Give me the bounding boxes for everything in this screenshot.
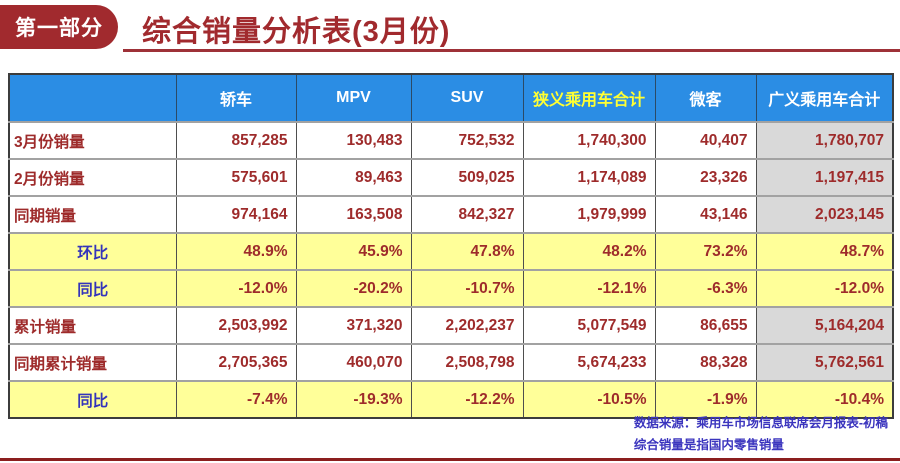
cell: -19.3% xyxy=(295,380,412,419)
header-row: 轿车 MPV SUV 狭义乘用车合计 微客 广义乘用车合计 xyxy=(8,73,894,123)
data-source-line2: 综合销量是指国内零售销量 xyxy=(633,438,784,452)
cell: 509,025 xyxy=(410,158,524,197)
row-label: 3月份销量 xyxy=(8,121,177,160)
row-label: 同比 xyxy=(8,380,177,419)
data-source-notes: 数据来源：乘用车市场信息联席会月报表-初稿 综合销量是指国内零售销量 xyxy=(634,412,888,456)
cell: 2,503,992 xyxy=(175,306,297,345)
cell: 43,146 xyxy=(654,195,757,234)
row-label: 环比 xyxy=(8,232,177,271)
cell: -20.2% xyxy=(295,269,412,308)
cell: -6.3% xyxy=(654,269,757,308)
column-header-6: 广义乘用车合计 xyxy=(755,73,894,123)
cell: 1,979,999 xyxy=(522,195,656,234)
table-row-1: 2月份销量 575,601 89,463 509,025 1,174,089 23,326… xyxy=(8,158,894,197)
column-header-3: SUV xyxy=(410,73,524,123)
cell: -12.0% xyxy=(175,269,297,308)
column-header-1: 轿车 xyxy=(175,73,297,123)
cell: 842,327 xyxy=(410,195,524,234)
cell: -10.5% xyxy=(522,380,656,419)
cell: 23,326 xyxy=(654,158,757,197)
data-source-line1: 数据来源：乘用车市场信息联席会月报表-初稿 xyxy=(633,416,888,430)
table-body: 3月份销量 857,285 130,483 752,532 1,740,300 40,40… xyxy=(8,121,894,419)
section-badge-label: 第一部分 xyxy=(15,17,103,40)
cell: 45.9% xyxy=(295,232,412,271)
cell: 1,197,415 xyxy=(755,158,894,197)
cell: 575,601 xyxy=(175,158,297,197)
cell: 2,508,798 xyxy=(410,343,524,382)
cell: 5,674,233 xyxy=(522,343,656,382)
cell: -12.0% xyxy=(755,269,894,308)
cell: 2,023,145 xyxy=(755,195,894,234)
table-header: 轿车 MPV SUV 狭义乘用车合计 微客 广义乘用车合计 xyxy=(8,73,894,123)
cell: 73.2% xyxy=(654,232,757,271)
table-row-5: 累计销量 2,503,992 371,320 2,202,237 5,077,549 86… xyxy=(8,306,894,345)
table-row-7: 同比 -7.4% -19.3% -12.2% -10.5% -1.9% -10.4% xyxy=(8,380,894,419)
page-title: 综合销量分析表(3月份) xyxy=(142,16,451,48)
table-row-4: 同比 -12.0% -20.2% -10.7% -12.1% -6.3% -12.0% xyxy=(8,269,894,308)
table-row-0: 3月份销量 857,285 130,483 752,532 1,740,300 40,40… xyxy=(8,121,894,160)
section-badge: 第一部分 xyxy=(0,5,118,49)
row-label: 2月份销量 xyxy=(8,158,177,197)
title-underline xyxy=(123,49,900,52)
cell: -10.7% xyxy=(410,269,524,308)
row-label: 累计销量 xyxy=(8,306,177,345)
cell: 857,285 xyxy=(175,121,297,160)
cell: 460,070 xyxy=(295,343,412,382)
cell: 130,483 xyxy=(295,121,412,160)
cell: 1,740,300 xyxy=(522,121,656,160)
cell: 48.7% xyxy=(755,232,894,271)
cell: 974,164 xyxy=(175,195,297,234)
cell: -1.9% xyxy=(654,380,757,419)
cell: 5,077,549 xyxy=(522,306,656,345)
cell: 5,762,561 xyxy=(755,343,894,382)
cell: 48.2% xyxy=(522,232,656,271)
column-header-4: 狭义乘用车合计 xyxy=(522,73,656,123)
cell: 47.8% xyxy=(410,232,524,271)
table-row-2: 同期销量 974,164 163,508 842,327 1,979,999 43,146… xyxy=(8,195,894,234)
cell: 1,174,089 xyxy=(522,158,656,197)
cell: -12.2% xyxy=(410,380,524,419)
cell: 40,407 xyxy=(654,121,757,160)
cell: 752,532 xyxy=(410,121,524,160)
column-header-5: 微客 xyxy=(654,73,757,123)
cell: 89,463 xyxy=(295,158,412,197)
bottom-divider xyxy=(0,458,900,461)
cell: 1,780,707 xyxy=(755,121,894,160)
cell: -12.1% xyxy=(522,269,656,308)
table-row-3: 环比 48.9% 45.9% 47.8% 48.2% 73.2% 48.7% xyxy=(8,232,894,271)
row-label: 同期销量 xyxy=(8,195,177,234)
column-header-0 xyxy=(8,73,177,123)
cell: 48.9% xyxy=(175,232,297,271)
cell: 371,320 xyxy=(295,306,412,345)
cell: 2,202,237 xyxy=(410,306,524,345)
column-header-2: MPV xyxy=(295,73,412,123)
cell: 163,508 xyxy=(295,195,412,234)
cell: 86,655 xyxy=(654,306,757,345)
cell: -10.4% xyxy=(755,380,894,419)
row-label: 同比 xyxy=(8,269,177,308)
sales-table: 轿车 MPV SUV 狭义乘用车合计 微客 广义乘用车合计 3月份销量 857,285 130… xyxy=(8,73,894,419)
sales-table-container: 轿车 MPV SUV 狭义乘用车合计 微客 广义乘用车合计 3月份销量 857,285 130… xyxy=(8,73,894,419)
cell: 5,164,204 xyxy=(755,306,894,345)
row-label: 同期累计销量 xyxy=(8,343,177,382)
table-row-6: 同期累计销量 2,705,365 460,070 2,508,798 5,674,233… xyxy=(8,343,894,382)
cell: 88,328 xyxy=(654,343,757,382)
cell: -7.4% xyxy=(175,380,297,419)
cell: 2,705,365 xyxy=(175,343,297,382)
